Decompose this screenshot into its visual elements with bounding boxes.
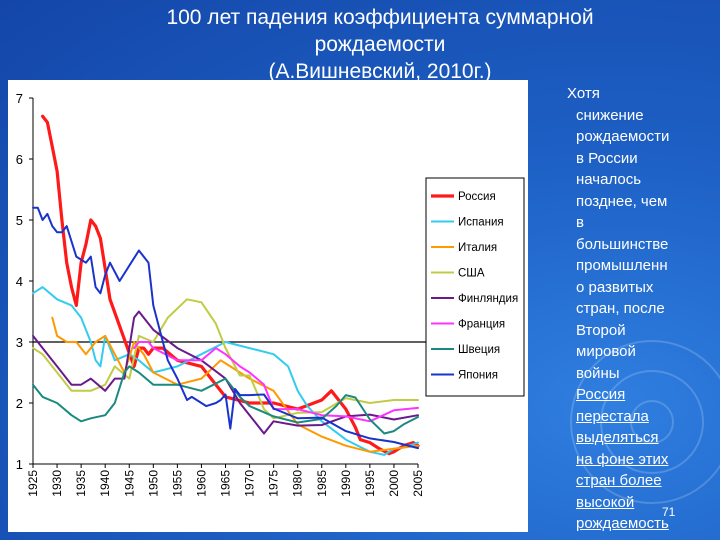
x-tick-label: 1945: [122, 470, 136, 497]
legend-box: [425, 177, 525, 397]
x-tick-label: 1965: [219, 470, 233, 497]
y-tick-label: 3: [16, 335, 23, 350]
x-tick-label: 1990: [339, 470, 353, 497]
legend-entry: Финляндия: [458, 293, 518, 305]
legend-entry: Франция: [458, 319, 505, 331]
side-text-line: промышленн: [576, 257, 668, 274]
side-text-line: Хотя: [567, 85, 600, 102]
side-text-underlined-line: стран более: [576, 472, 662, 489]
y-tick-label: 7: [16, 91, 23, 106]
side-text-line: снижение: [576, 106, 644, 124]
title-line-2: рождаемости: [314, 33, 446, 56]
x-tick-label: 2000: [387, 470, 401, 497]
series-line-spain: [32, 286, 419, 456]
legend-entry: Испания: [458, 217, 504, 229]
y-tick-label: 2: [16, 396, 23, 411]
side-text-line: позднее, чем: [576, 192, 668, 210]
x-tick-label: 1960: [194, 470, 208, 497]
slide-title: 100 лет падения коэффициента суммарной р…: [80, 4, 680, 85]
side-text-underlined-line: Россия: [576, 386, 626, 403]
title-line-1: 100 лет падения коэффициента суммарной: [166, 6, 594, 29]
series-line-sweden: [32, 365, 419, 435]
side-text-line: в России: [576, 149, 638, 167]
chart-panel: 1 2 3 4 5 6 7 1925 1930 1935 1940 1945 1950 1955 1960 1…: [8, 80, 528, 532]
side-text-underlined-line: высокой: [576, 493, 635, 511]
legend-entry: Япония: [458, 370, 498, 382]
side-text-line: большинстве: [576, 235, 669, 253]
y-tick-label: 5: [16, 213, 23, 228]
title-line-3: (А.Вишневский, 2010г.): [268, 60, 492, 83]
x-tick-label: 1955: [170, 470, 184, 497]
y-tick-label: 1: [16, 457, 23, 472]
legend-entry: Россия: [458, 191, 496, 203]
side-text-line: войны: [576, 364, 620, 382]
x-tick-label: 1975: [267, 470, 281, 497]
side-text-underlined-line: на фоне этих: [576, 450, 669, 468]
side-text-underlined-line: выделяться: [576, 429, 659, 446]
x-tick-label: 1995: [363, 470, 377, 497]
series-line-russia: [40, 114, 420, 456]
x-tick-label: 1940: [98, 470, 112, 497]
side-text-line: Второй: [576, 321, 626, 339]
x-tick-label: 1950: [146, 470, 160, 497]
legend-entry: Италия: [458, 242, 497, 254]
legend-entry: Швеция: [458, 344, 500, 356]
x-tick-label: 1925: [26, 470, 40, 497]
series-line-finland: [32, 310, 419, 435]
side-text-line: в: [576, 214, 584, 231]
series-line-italy: [51, 316, 419, 453]
x-tick-label: 1935: [74, 470, 88, 497]
x-tick-label: 1970: [243, 470, 257, 497]
x-tick-label: 1930: [50, 470, 64, 497]
side-text-line: стран, после: [576, 300, 665, 317]
y-tick-label: 6: [16, 152, 23, 167]
x-tick-label: 2005: [411, 470, 425, 497]
side-text: Хотя снижение рождаемости в России началось п…: [562, 83, 712, 535]
series-line-france: [133, 341, 419, 423]
side-text-underlined-line: перестала: [576, 407, 649, 425]
fertility-line-chart: 1 2 3 4 5 6 7 1925 1930 1935 1940 1945 1950 1955 1960 1…: [16, 91, 525, 497]
series-line-japan: [32, 206, 419, 450]
page-number: 71: [662, 505, 676, 519]
x-tick-label: 1980: [291, 470, 305, 497]
side-text-line: началось: [576, 171, 642, 188]
series-line-usa: [32, 298, 419, 420]
legend-entry: США: [458, 268, 485, 280]
side-text-line: мировой: [576, 343, 636, 360]
decorative-ring: [570, 340, 720, 504]
y-tick-label: 4: [16, 274, 23, 289]
side-text-line: о развитых: [576, 278, 654, 296]
x-tick-label: 1985: [315, 470, 329, 497]
side-text-line: рождаемости: [576, 128, 670, 145]
side-text-underlined-line: рождаемость: [576, 515, 669, 532]
